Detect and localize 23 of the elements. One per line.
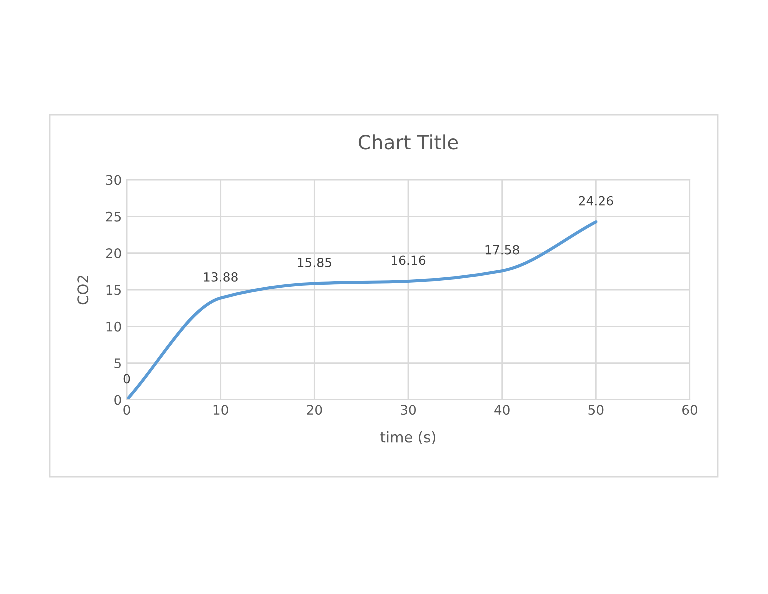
data-label: 17.58 — [486, 245, 520, 255]
data-label: 0 — [124, 374, 130, 384]
x-tick-label: 50 — [588, 405, 604, 416]
x-tick-label: 60 — [682, 405, 698, 416]
data-label: 16.16 — [392, 256, 426, 266]
data-label: 13.88 — [204, 272, 238, 282]
x-tick-label: 30 — [401, 405, 416, 416]
y-tick-label: 10 — [106, 322, 122, 332]
x-tick-label: 40 — [494, 405, 510, 416]
y-tick-label: 5 — [114, 358, 121, 369]
y-tick-label: 15 — [106, 285, 121, 296]
data-label: 24.26 — [579, 196, 614, 206]
y-tick-label: 0 — [114, 395, 122, 406]
y-tick-label: 25 — [106, 212, 121, 222]
data-label: 15.85 — [298, 258, 332, 268]
y-tick-label: 30 — [106, 175, 122, 186]
x-tick-label: 0 — [124, 405, 130, 416]
x-axis-title: time (s) — [380, 432, 436, 445]
x-tick-label: 20 — [307, 405, 322, 416]
y-axis-title: CO2 — [78, 276, 89, 305]
x-tick-label: 10 — [214, 405, 228, 416]
chart-title: Chart Title — [358, 134, 458, 150]
y-tick-label: 20 — [106, 248, 122, 259]
